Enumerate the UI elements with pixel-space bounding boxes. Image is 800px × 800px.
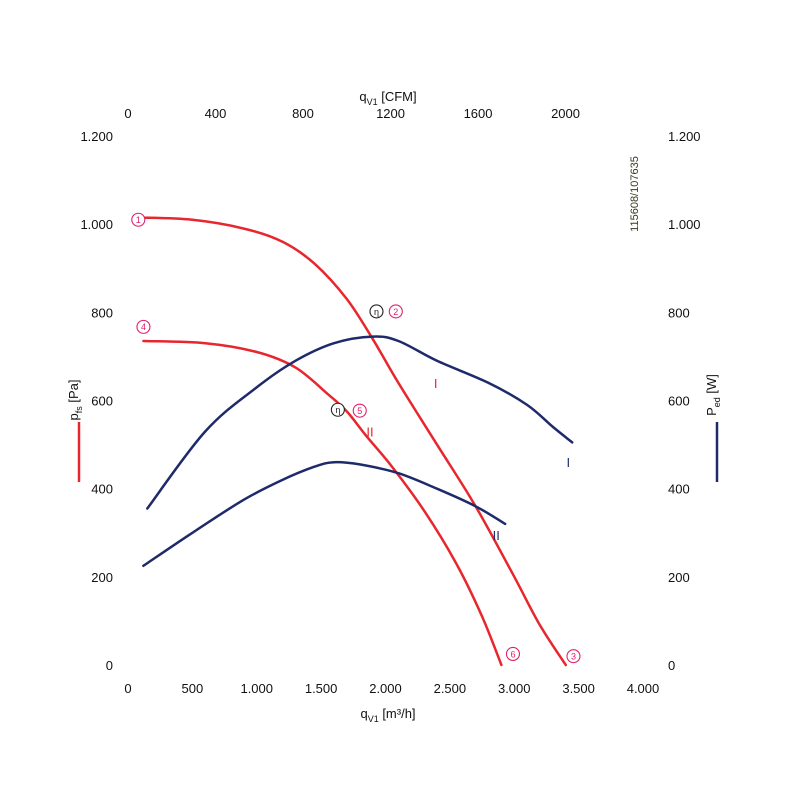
x-bottom-tick-label: 4.000 [627,681,660,696]
operating-point-circle [131,212,146,227]
power-curve-i-label: I [567,455,571,470]
x-top-tick-label: 800 [292,106,314,121]
efficiency-marker-circle [330,402,345,417]
operating-point-number: 6 [510,649,515,659]
efficiency-marker-symbol: η [335,405,340,415]
y-left-axis-title: pfs [Pa] [66,380,84,421]
x-top-tick-label: 0 [124,106,131,121]
y-left-axis-title-group: pfs [Pa] [66,380,84,421]
document-id-group: 115608/107635 [629,156,641,232]
pressure-curve-ii [142,339,503,667]
y-left-tick-label: 0 [106,658,113,673]
efficiency-marker-2: η [330,402,345,417]
operating-point-number: 3 [571,651,576,661]
y-right-tick-label: 600 [668,394,690,409]
pressure-curve-i-label: I [434,376,438,391]
efficiency-marker-1: η [369,304,384,319]
y-left-tick-label: 1.000 [80,217,113,232]
pressure-curve-ii-label: II [366,424,373,439]
operating-point-circle [505,646,521,662]
y-right-tick-label: 400 [668,482,690,497]
efficiency-marker-symbol: η [374,307,379,317]
y-right-axis-title: Ped [W] [704,374,722,416]
y-left-tick-label: 600 [91,394,113,409]
x-top-axis-title: qV1 [CFM] [359,89,416,107]
x-bottom-tick-label: 1.000 [240,681,273,696]
x-top-tick-label: 1200 [376,106,405,121]
power-curve-ii [142,460,507,568]
operating-point-circle [388,304,403,319]
x-bottom-tick-label: 2.000 [369,681,402,696]
operating-point-number: 4 [141,322,146,332]
x-top-tick-label: 2000 [551,106,580,121]
x-bottom-tick-label: 3.000 [498,681,531,696]
operating-point-4: 4 [136,319,151,334]
y-left-tick-label: 800 [91,305,113,320]
operating-point-number: 2 [393,307,398,317]
operating-point-5: 5 [352,403,367,418]
power-curve-ii-label: II [493,528,500,543]
x-bottom-tick-label: 3.500 [562,681,595,696]
operating-point-number: 5 [357,406,362,416]
markers: 1 2 3 4 5 6 η η [131,212,581,664]
operating-point-number: 1 [136,215,141,225]
x-bottom-tick-label: 0 [124,681,131,696]
x-top-tick-label: 1600 [464,106,493,121]
operating-point-6: 6 [505,646,521,662]
y-right-tick-label: 1.000 [668,217,701,232]
operating-point-circle [352,403,367,418]
y-right-tick-label: 800 [668,305,690,320]
operating-point-1: 1 [131,212,146,227]
operating-point-2: 2 [388,304,403,319]
efficiency-marker-circle [369,304,384,319]
operating-point-circle [136,319,151,334]
pressure-curve-i [139,216,568,667]
x-bottom-tick-label: 500 [182,681,204,696]
y-right-tick-label: 200 [668,570,690,585]
x-top-tick-label: 400 [205,106,227,121]
operating-point-circle [566,649,581,664]
y-right-axis-title-group: Ped [W] [704,374,722,416]
y-right-tick-label: 1.200 [668,129,701,144]
operating-point-3: 3 [566,649,581,664]
y-right-tick-label: 0 [668,658,675,673]
y-left-tick-label: 200 [91,570,113,585]
tick-labels: 0 500 1.000 1.500 2.000 2.500 3.000 3.500 4.0000… [80,106,700,696]
power-curve-i [146,335,574,510]
x-bottom-axis-title: qV1 [m³/h] [360,706,415,724]
y-left-tick-label: 1.200 [80,129,113,144]
x-bottom-tick-label: 2.500 [434,681,467,696]
document-id: 115608/107635 [629,156,641,232]
y-left-tick-label: 400 [91,482,113,497]
x-bottom-tick-label: 1.500 [305,681,338,696]
